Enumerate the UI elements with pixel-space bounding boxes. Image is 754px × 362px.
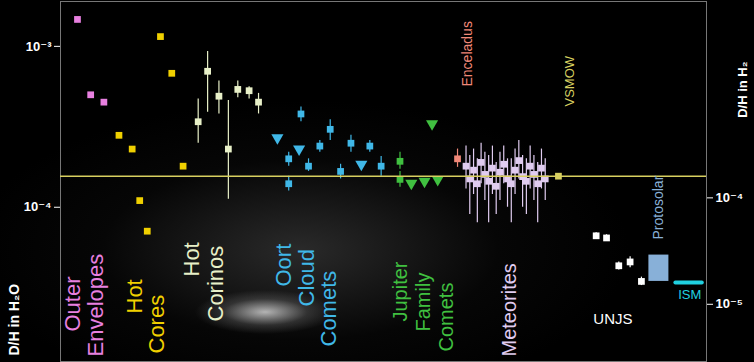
svg-text:Protosolar: Protosolar (650, 175, 666, 239)
svg-text:D/H in H₂O: D/H in H₂O (6, 284, 22, 356)
svg-text:Enceladus: Enceladus (459, 21, 475, 86)
svg-text:10⁻⁴: 10⁻⁴ (24, 199, 52, 214)
svg-text:ISM: ISM (678, 287, 701, 302)
svg-text:Outer: Outer (60, 276, 85, 331)
svg-text:Corinos: Corinos (203, 246, 228, 322)
svg-text:Hot: Hot (122, 279, 147, 314)
svg-text:Family: Family (412, 273, 434, 332)
svg-text:Oort: Oort (271, 244, 296, 287)
svg-text:Jupiter: Jupiter (389, 261, 411, 321)
svg-text:Cloud: Cloud (294, 249, 319, 306)
svg-text:10⁻⁴: 10⁻⁴ (716, 190, 744, 205)
svg-text:Hot: Hot (179, 242, 204, 276)
svg-text:Comets: Comets (316, 271, 341, 347)
svg-text:VSMOW: VSMOW (562, 55, 577, 106)
svg-text:Comets: Comets (435, 283, 457, 352)
svg-text:D/H in H₂: D/H in H₂ (735, 61, 750, 118)
svg-text:Meteorites: Meteorites (498, 263, 520, 356)
svg-text:UNJS: UNJS (593, 310, 632, 327)
svg-text:Envelopes: Envelopes (83, 254, 108, 357)
svg-text:10⁻⁵: 10⁻⁵ (716, 296, 743, 311)
svg-text:Cores: Cores (144, 295, 169, 354)
svg-text:10⁻³: 10⁻³ (26, 39, 52, 54)
